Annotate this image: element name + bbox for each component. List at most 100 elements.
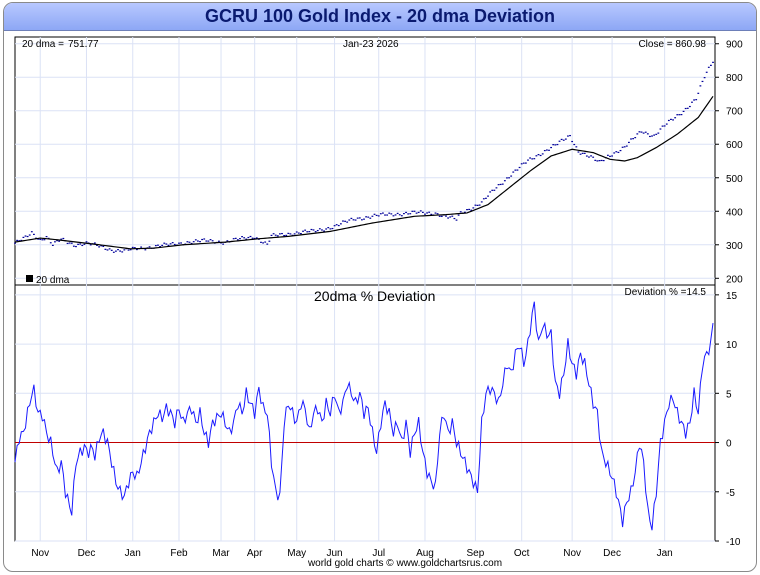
price-point	[562, 139, 565, 141]
price-point	[337, 224, 340, 227]
price-point	[501, 183, 504, 185]
price-point	[495, 187, 498, 189]
price-point	[260, 241, 262, 243]
price-point	[312, 229, 315, 231]
price-point	[308, 231, 311, 233]
price-point	[163, 242, 166, 244]
price-point	[119, 250, 122, 252]
price-point	[579, 153, 582, 155]
y-tick-label: 200	[726, 274, 743, 285]
y-tick-label: 900	[726, 40, 743, 51]
price-point	[243, 237, 246, 239]
price-point	[611, 155, 613, 157]
price-point	[670, 118, 672, 120]
price-point	[106, 249, 109, 251]
price-point	[646, 133, 649, 135]
x-axis: Nov Dec Jan Feb Mar Apr May Jun Jul Aug Sep Oct Nov D…	[31, 548, 672, 559]
y-tick-label: 400	[726, 207, 743, 218]
price-point	[161, 244, 164, 247]
price-panel	[14, 36, 716, 286]
price-point	[617, 151, 620, 154]
price-point	[28, 234, 31, 236]
price-point	[102, 245, 105, 247]
deviation-value: Deviation % =14.5	[625, 287, 707, 298]
price-point	[283, 235, 286, 237]
price-point	[295, 231, 298, 233]
price-point	[472, 207, 475, 209]
price-point	[613, 152, 616, 154]
price-point	[564, 138, 567, 140]
price-point	[54, 241, 56, 243]
price-point	[506, 177, 508, 179]
price-point	[514, 169, 517, 171]
x-tick-label: Sep	[467, 548, 485, 559]
price-point	[438, 215, 441, 217]
dma-line	[14, 95, 714, 250]
price-point	[209, 239, 212, 241]
price-point	[306, 231, 309, 233]
price-point	[417, 211, 420, 214]
price-point	[688, 105, 691, 108]
price-point	[403, 213, 405, 215]
price-point	[205, 240, 208, 242]
price-point	[188, 241, 191, 243]
price-point	[245, 238, 248, 240]
price-point	[127, 249, 130, 251]
price-point	[186, 241, 189, 243]
legend-swatch	[26, 275, 33, 282]
price-point	[476, 204, 479, 206]
price-point	[567, 135, 569, 137]
price-point	[190, 242, 193, 245]
price-point	[251, 237, 254, 239]
y-tick-label: 800	[726, 73, 743, 84]
price-point	[121, 251, 124, 253]
price-point	[173, 243, 176, 246]
price-point	[485, 197, 487, 199]
x-tick-label: Jan	[125, 548, 141, 559]
price-point	[89, 244, 92, 246]
price-point	[281, 232, 283, 235]
x-tick-label: Jan	[657, 548, 673, 559]
price-point	[407, 213, 410, 215]
price-point	[51, 244, 54, 246]
price-point	[663, 125, 666, 127]
price-point	[96, 244, 98, 246]
price-point	[508, 177, 510, 179]
price-point	[503, 180, 506, 182]
price-point	[236, 239, 239, 241]
y-tick-label: 500	[726, 174, 743, 185]
price-point	[218, 240, 220, 242]
price-point	[70, 242, 73, 244]
price-point	[560, 138, 563, 141]
price-point	[211, 240, 214, 242]
price-point	[289, 233, 292, 235]
price-point	[310, 228, 313, 231]
price-point	[667, 119, 670, 122]
price-point	[136, 248, 138, 251]
price-point	[222, 243, 225, 245]
price-point	[445, 215, 447, 217]
y-tick-label: -10	[726, 537, 741, 548]
price-point	[518, 166, 521, 169]
price-point	[18, 240, 21, 242]
price-point	[709, 64, 712, 66]
price-point	[293, 233, 296, 235]
price-point	[531, 158, 534, 160]
chart-svg: 200 300 400 500 600 700 800 900 -10 -5 0 5 10 15 Nov…	[14, 36, 743, 569]
price-point	[169, 243, 172, 245]
price-point	[365, 216, 368, 218]
chart-date: Jan-23 2026	[343, 39, 399, 50]
x-tick-label: Nov	[563, 548, 581, 559]
price-point	[493, 189, 496, 191]
price-point	[585, 155, 588, 157]
price-point	[552, 144, 555, 146]
price-y-axis: 200 300 400 500 600 700 800 900	[715, 40, 743, 285]
price-point	[489, 191, 492, 193]
y-tick-label: -5	[726, 488, 735, 499]
price-point	[546, 149, 548, 151]
price-point	[535, 155, 538, 157]
price-point	[421, 211, 424, 213]
price-point	[411, 210, 414, 212]
price-point	[304, 229, 307, 231]
price-point	[396, 212, 399, 214]
